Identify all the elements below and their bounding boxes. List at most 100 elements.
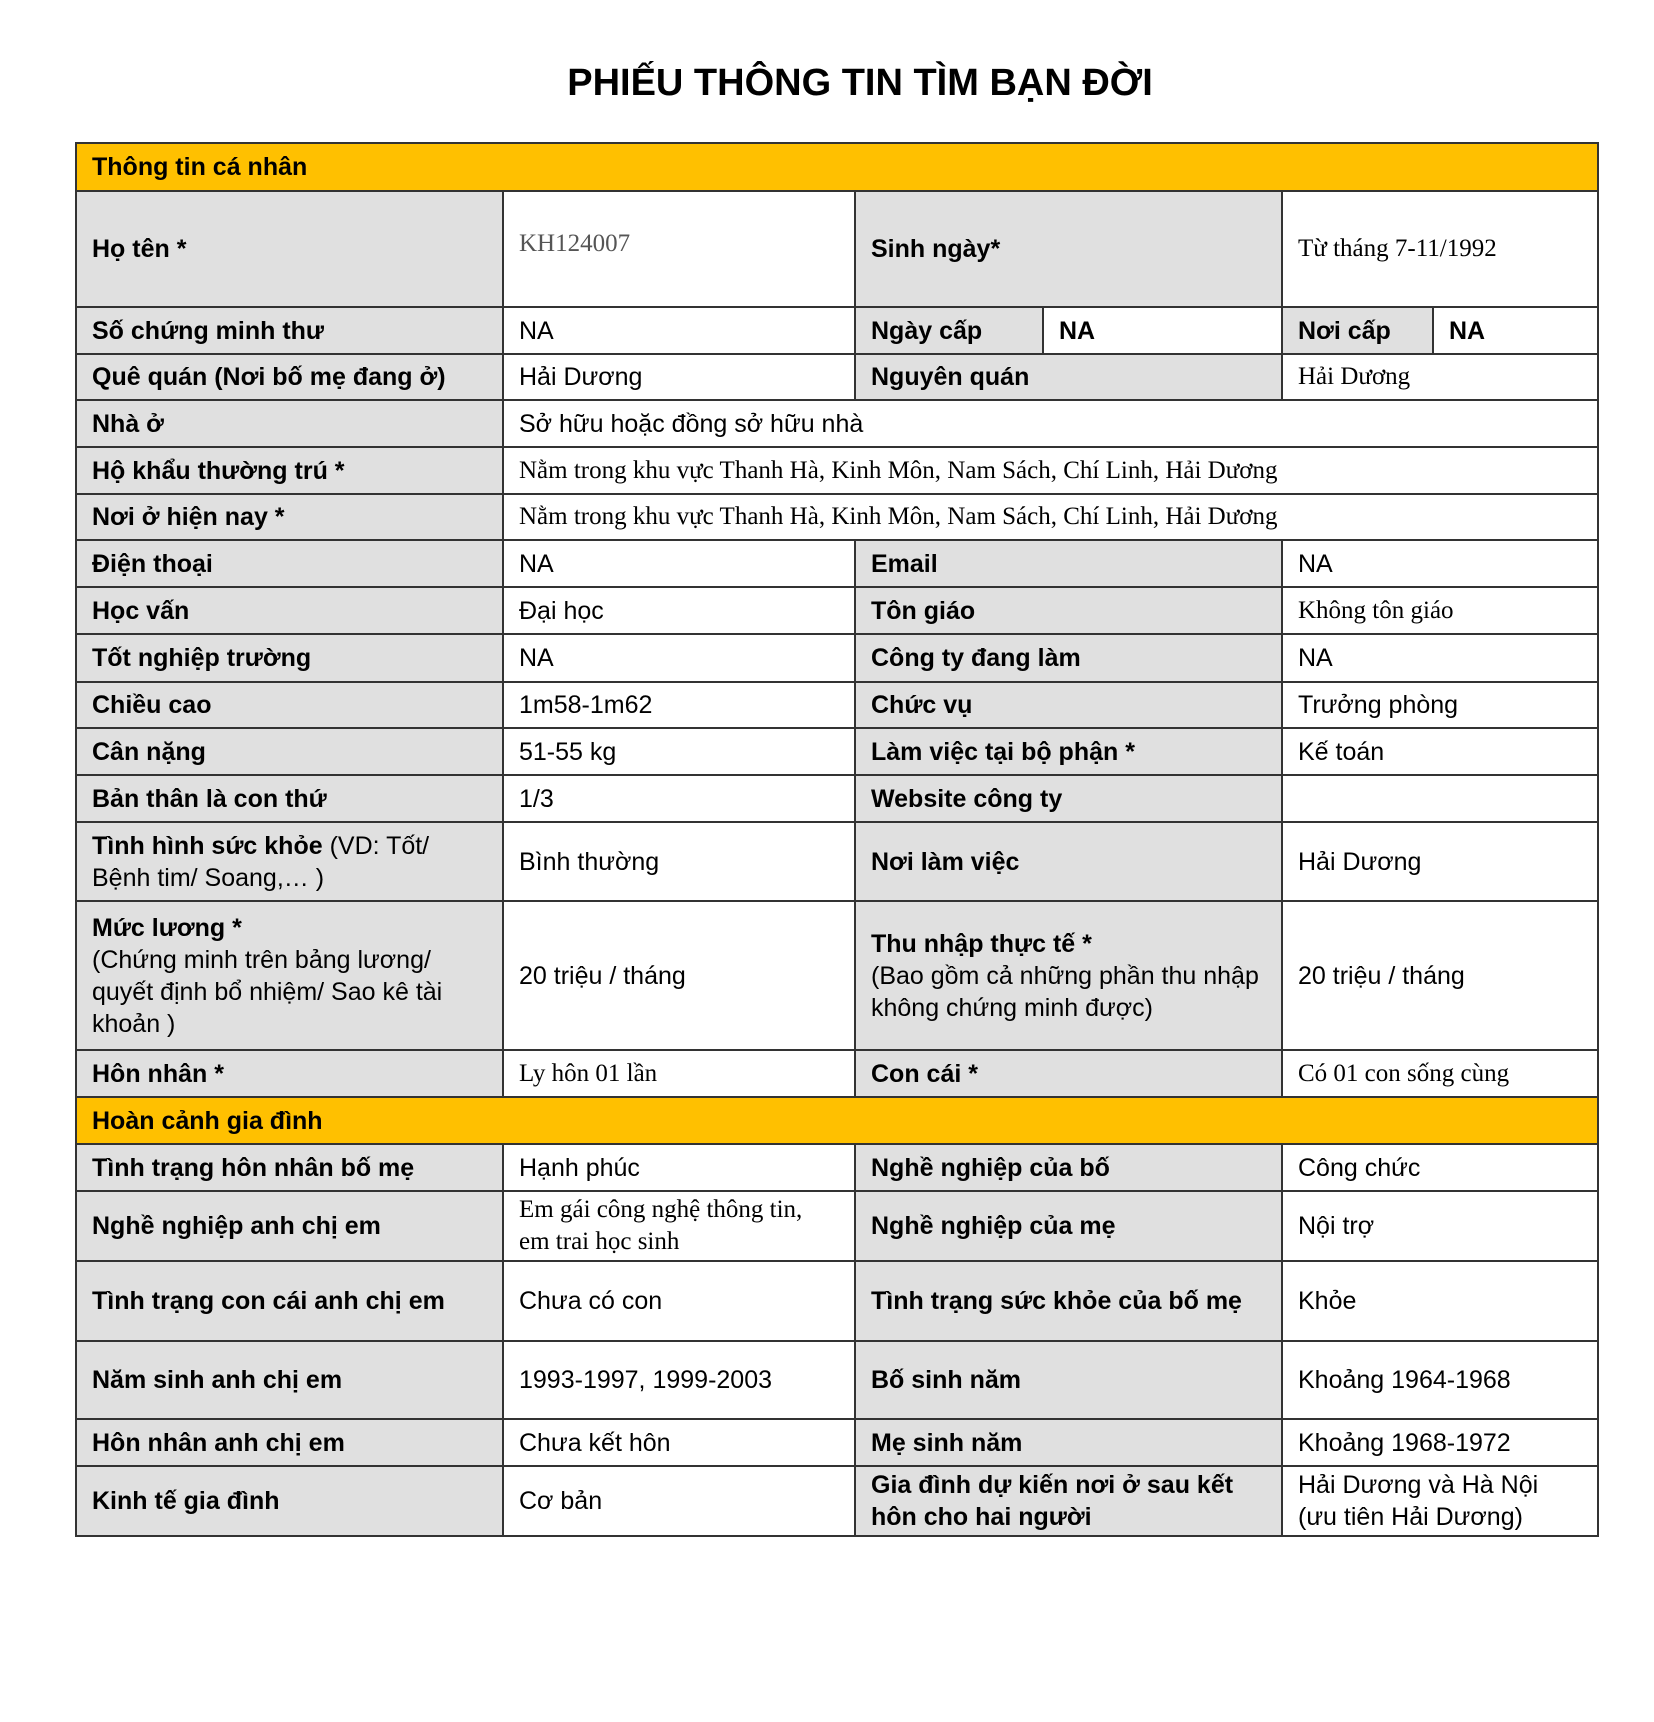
value-text: Nằm trong khu vực Thanh Hà, Kinh Môn, Na…: [519, 456, 1278, 484]
form-row: Điện thoại NA Email NA: [75, 539, 1600, 588]
label-text: Tôn giáo: [871, 596, 976, 625]
field-value: Bình thường: [502, 821, 856, 902]
field-label: Hộ khẩu thường trú *: [75, 446, 504, 495]
field-label: Số chứng minh thư: [75, 306, 504, 355]
field-label: Bố sinh năm: [854, 1340, 1283, 1420]
field-label: Học vấn: [75, 586, 504, 635]
field-label: Chức vụ: [854, 681, 1283, 729]
label-text: Mức lương *: [92, 913, 242, 942]
label-text: Tốt nghiệp trường: [92, 644, 312, 672]
label-text: Hôn nhân *: [92, 1059, 224, 1088]
field-label: Ngày cấp: [854, 306, 1044, 355]
field-value: Kế toán: [1280, 727, 1600, 776]
value-text: NA: [1298, 549, 1333, 578]
field-value: Nằm trong khu vực Thanh Hà, Kinh Môn, Na…: [501, 493, 1600, 541]
form-row: Bản thân là con thứ 1/3 Website công ty: [75, 774, 1600, 823]
field-value: Từ tháng 7-11/1992: [1280, 190, 1600, 308]
field-value: NA: [502, 539, 856, 588]
value-text: Hải Dương: [1298, 847, 1422, 876]
form-row: Nơi ở hiện nay * Nằm trong khu vực Thanh …: [75, 493, 1600, 541]
form-row: Mức lương * (Chứng minh trên bảng lương/ …: [75, 900, 1600, 1051]
label-text: Nơi làm việc: [871, 847, 1020, 876]
value-text: Ly hôn 01 lần: [519, 1059, 658, 1087]
label-note: (Bao gồm cả những phần thu nhập không ch…: [871, 961, 1259, 1022]
form-row: Hôn nhân * Ly hôn 01 lần Con cái * Có 01 co…: [75, 1049, 1600, 1098]
field-value: 20 triệu / tháng: [1280, 900, 1600, 1051]
field-label: Cân nặng: [75, 727, 504, 776]
field-label: Mẹ sinh năm: [854, 1418, 1283, 1467]
value-text: NA: [519, 549, 554, 578]
field-label: Sinh ngày*: [854, 190, 1283, 308]
field-value: Khoảng 1964-1968: [1280, 1340, 1600, 1420]
value-text: Đại học: [519, 596, 604, 625]
field-label: Nơi ở hiện nay *: [75, 493, 504, 541]
field-value: Đại học: [502, 586, 856, 635]
label-text: Sinh ngày*: [871, 235, 1001, 263]
value-text: Trưởng phòng: [1298, 691, 1459, 719]
label-text: Chiều cao: [92, 691, 212, 719]
label-text: Học vấn: [92, 596, 190, 625]
field-value: 1m58-1m62: [502, 681, 856, 729]
field-value: Ly hôn 01 lần: [502, 1049, 856, 1098]
field-label: Hôn nhân anh chị em: [75, 1418, 504, 1467]
field-value: Cơ bản: [502, 1465, 856, 1537]
value-text: 1m58-1m62: [519, 691, 653, 719]
field-value: NA: [1280, 539, 1600, 588]
label-text: Điện thoại: [92, 549, 213, 578]
field-label: Làm việc tại bộ phận *: [854, 727, 1283, 776]
value-text: 1/3: [519, 784, 554, 813]
field-value: Khoảng 1968-1972: [1280, 1418, 1600, 1467]
field-value: Hải Dương: [1280, 353, 1600, 401]
label-text: Bố sinh năm: [871, 1366, 1022, 1394]
label-text: Nguyên quán: [871, 363, 1030, 391]
field-value: Công chức: [1280, 1143, 1600, 1192]
field-value: Nội trợ: [1280, 1190, 1600, 1262]
field-label: Họ tên *: [75, 190, 504, 308]
value-text: Có 01 con sống cùng: [1298, 1059, 1510, 1087]
field-label: Nhà ở: [75, 399, 504, 448]
field-value: NA: [1280, 633, 1600, 683]
label-text: Con cái *: [871, 1059, 978, 1088]
field-value: Trưởng phòng: [1280, 681, 1600, 729]
value-text: NA: [1059, 316, 1096, 345]
value-text: Bình thường: [519, 847, 660, 876]
value-text: Nằm trong khu vực Thanh Hà, Kinh Môn, Na…: [519, 503, 1278, 530]
field-label: Tình trạng hôn nhân bố mẹ: [75, 1143, 504, 1192]
label-text: Nghề nghiệp anh chị em: [92, 1212, 381, 1240]
value-text: NA: [1298, 644, 1333, 672]
label-text: Mẹ sinh năm: [871, 1428, 1023, 1457]
label-text: Năm sinh anh chị em: [92, 1366, 343, 1394]
form-row: Tình hình sức khỏe (VD: Tốt/ Bệnh tim/ S…: [75, 821, 1600, 902]
form-row: Số chứng minh thư NA Ngày cấp NA Nơi cấp NA: [75, 306, 1600, 355]
value-text: NA: [1449, 316, 1486, 345]
label-text: Email: [871, 549, 938, 578]
value-text: NA: [519, 316, 554, 345]
field-value: Nằm trong khu vực Thanh Hà, Kinh Môn, Na…: [501, 446, 1600, 495]
field-label: Bản thân là con thứ: [75, 774, 504, 823]
label-note: (Chứng minh trên bảng lương/ quyết định …: [92, 945, 443, 1038]
field-value: Sở hữu hoặc đồng sở hữu nhà: [501, 399, 1600, 448]
label-text: Thu nhập thực tế *: [871, 929, 1092, 958]
label-text: Gia đình dự kiến nơi ở sau kết hôn cho h…: [871, 1471, 1234, 1531]
field-value: Có 01 con sống cùng: [1280, 1049, 1600, 1098]
field-label: Nơi làm việc: [854, 821, 1283, 902]
value-text: Cơ bản: [519, 1487, 603, 1515]
label-note: (VD: Tốt/ Bệnh tim/ Soang,… ): [92, 831, 430, 892]
value-text: Hải Dương: [519, 363, 643, 391]
field-label: Nghề nghiệp của bố: [854, 1143, 1283, 1192]
field-value: 1/3: [502, 774, 856, 823]
field-label: Năm sinh anh chị em: [75, 1340, 504, 1420]
field-label: Gia đình dự kiến nơi ở sau kết hôn cho h…: [854, 1465, 1283, 1537]
field-value: Không tôn giáo: [1280, 586, 1600, 635]
field-value: Khỏe: [1280, 1260, 1600, 1342]
value-text: Khỏe: [1298, 1287, 1357, 1315]
form-row: Quê quán (Nơi bố mẹ đang ở) Hải Dương Nguy…: [75, 353, 1600, 401]
value-text: Chưa kết hôn: [519, 1428, 671, 1457]
value-text: 1993-1997, 1999-2003: [519, 1366, 773, 1394]
label-text: Họ tên *: [92, 235, 187, 263]
label-text: Hộ khẩu thường trú *: [92, 456, 345, 485]
value-text: KH124007: [519, 230, 631, 257]
field-value: Chưa kết hôn: [502, 1418, 856, 1467]
field-label: Tôn giáo: [854, 586, 1283, 635]
field-value: 1993-1997, 1999-2003: [502, 1340, 856, 1420]
